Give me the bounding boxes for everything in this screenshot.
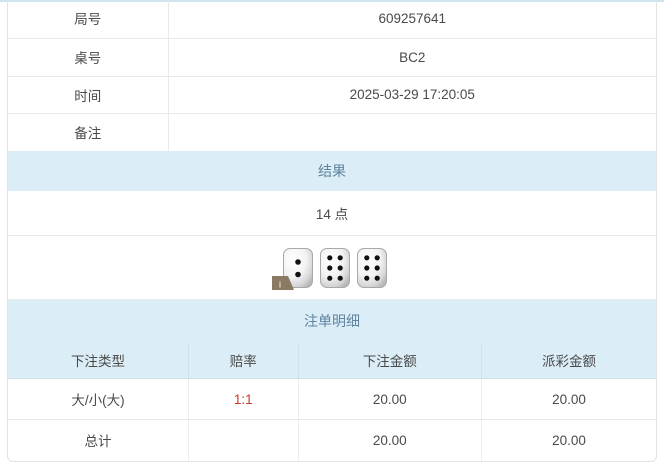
svg-text:i: i <box>279 279 281 289</box>
